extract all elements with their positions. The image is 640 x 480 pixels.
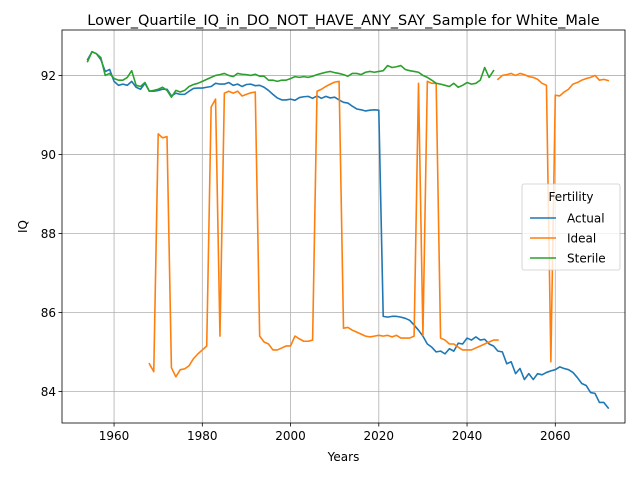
legend-label-ideal: Ideal xyxy=(567,232,596,246)
legend-title: Fertility xyxy=(548,190,593,204)
y-axis-label: IQ xyxy=(16,220,30,233)
legend-entries: Actual Ideal Sterile xyxy=(530,212,606,266)
ticks: 1960 1980 2000 2020 2040 2060 84 86 88 90 92 xyxy=(41,69,571,443)
series-line-sterile xyxy=(86,50,495,98)
y-tick-label: 84 xyxy=(41,385,56,399)
x-tick-label: 2060 xyxy=(540,429,571,443)
y-tick-label: 90 xyxy=(41,148,56,162)
legend-label-actual: Actual xyxy=(567,212,605,226)
x-tick-label: 2040 xyxy=(452,429,483,443)
x-tick-label: 1960 xyxy=(99,429,130,443)
x-axis-label: Years xyxy=(327,450,360,464)
y-tick-label: 92 xyxy=(41,69,56,83)
x-tick-label: 1980 xyxy=(187,429,218,443)
y-tick-label: 86 xyxy=(41,306,56,320)
y-tick-label: 88 xyxy=(41,227,56,241)
chart-title: Lower_Quartile_IQ_in_DO_NOT_HAVE_ANY_SAY… xyxy=(87,13,599,29)
x-tick-label: 2000 xyxy=(275,429,306,443)
plot-frame xyxy=(61,29,626,424)
legend: Fertility Actual Ideal Sterile xyxy=(521,183,621,271)
series-line-ideal xyxy=(148,80,499,378)
legend-label-sterile: Sterile xyxy=(567,252,606,266)
legend-box xyxy=(521,183,621,271)
x-tick-label: 2020 xyxy=(364,429,395,443)
